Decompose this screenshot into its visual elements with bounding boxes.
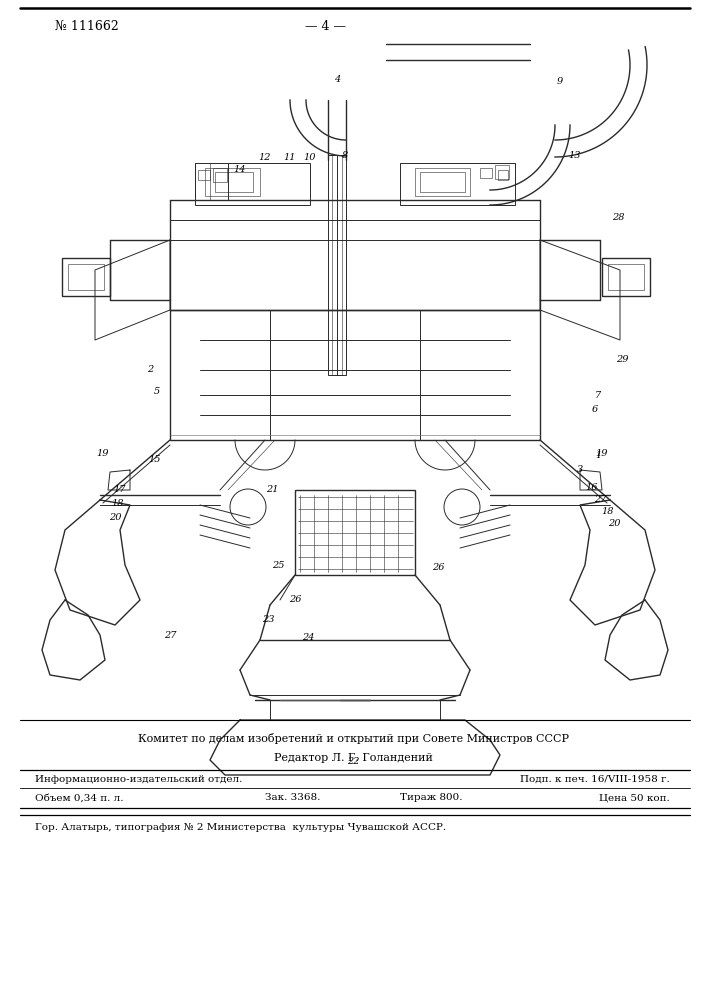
Text: 26: 26	[432, 564, 444, 572]
Bar	[420, 172, 465, 192]
Text: 13: 13	[568, 150, 581, 159]
Bar	[215, 172, 253, 192]
Text: 18: 18	[112, 498, 124, 508]
Text: 18: 18	[602, 508, 614, 516]
Text: 12: 12	[259, 153, 271, 162]
Text: 19: 19	[97, 448, 110, 458]
Text: 7: 7	[595, 390, 601, 399]
Text: 26: 26	[288, 595, 301, 604]
Text: Тираж 800.: Тираж 800.	[400, 794, 462, 802]
Text: 22: 22	[346, 758, 359, 766]
Text: 27: 27	[164, 631, 176, 640]
Bar	[415, 168, 470, 196]
Text: Информационно-издательский отдел.: Информационно-издательский отдел.	[35, 774, 243, 784]
Bar	[332, 155, 342, 375]
Bar	[205, 168, 260, 196]
Text: Объем 0,34 п. л.: Объем 0,34 п. л.	[35, 794, 124, 802]
Text: 20: 20	[608, 520, 620, 528]
Text: 19: 19	[596, 448, 608, 458]
Text: 29: 29	[616, 356, 629, 364]
Text: 3: 3	[577, 466, 583, 475]
Bar	[400, 163, 515, 205]
Text: 25: 25	[271, 560, 284, 570]
Bar	[198, 170, 210, 180]
Text: 8: 8	[342, 150, 348, 159]
Text: 28: 28	[612, 214, 624, 223]
Bar	[602, 258, 650, 296]
Text: 10: 10	[304, 152, 316, 161]
Bar	[68, 264, 104, 290]
Text: Подп. к печ. 16/VIII-1958 г.: Подп. к печ. 16/VIII-1958 г.	[520, 774, 670, 784]
Text: 20: 20	[109, 514, 121, 522]
Text: 2: 2	[147, 365, 153, 374]
Bar	[480, 168, 492, 178]
Bar	[213, 168, 227, 182]
Text: Комитет по делам изобретений и открытий при Совете Министров СССР: Комитет по делам изобретений и открытий …	[137, 732, 568, 744]
Bar	[498, 170, 508, 180]
Text: 27: 27	[594, 495, 606, 504]
Text: 4: 4	[334, 76, 340, 85]
Text: 15: 15	[148, 456, 161, 464]
Bar	[62, 258, 110, 296]
Text: 1: 1	[595, 450, 601, 460]
Text: 17: 17	[114, 486, 127, 494]
Text: Гор. Алатырь, типография № 2 Министерства  культуры Чувашской АССР.: Гор. Алатырь, типография № 2 Министерств…	[35, 824, 446, 832]
Text: Редактор Л. Г. Голандений: Редактор Л. Г. Голандений	[274, 753, 433, 763]
Bar	[608, 264, 644, 290]
Bar	[295, 490, 415, 575]
Text: 16: 16	[586, 484, 598, 492]
Bar	[495, 165, 509, 179]
Bar	[328, 155, 346, 375]
Bar	[170, 310, 540, 440]
Text: 24: 24	[302, 634, 314, 643]
Text: 5: 5	[154, 387, 160, 396]
Text: — 4 —: — 4 —	[305, 20, 346, 33]
Bar	[195, 163, 310, 205]
Text: Цена 50 коп.: Цена 50 коп.	[600, 794, 670, 802]
Text: 21: 21	[266, 486, 279, 494]
Text: 14: 14	[234, 165, 246, 174]
Text: № 111662: № 111662	[55, 20, 119, 33]
Text: 6: 6	[592, 406, 598, 414]
Text: 9: 9	[557, 78, 563, 87]
Text: Зак. 3368.: Зак. 3368.	[265, 794, 320, 802]
Text: 11: 11	[284, 152, 296, 161]
Text: 23: 23	[262, 615, 274, 624]
